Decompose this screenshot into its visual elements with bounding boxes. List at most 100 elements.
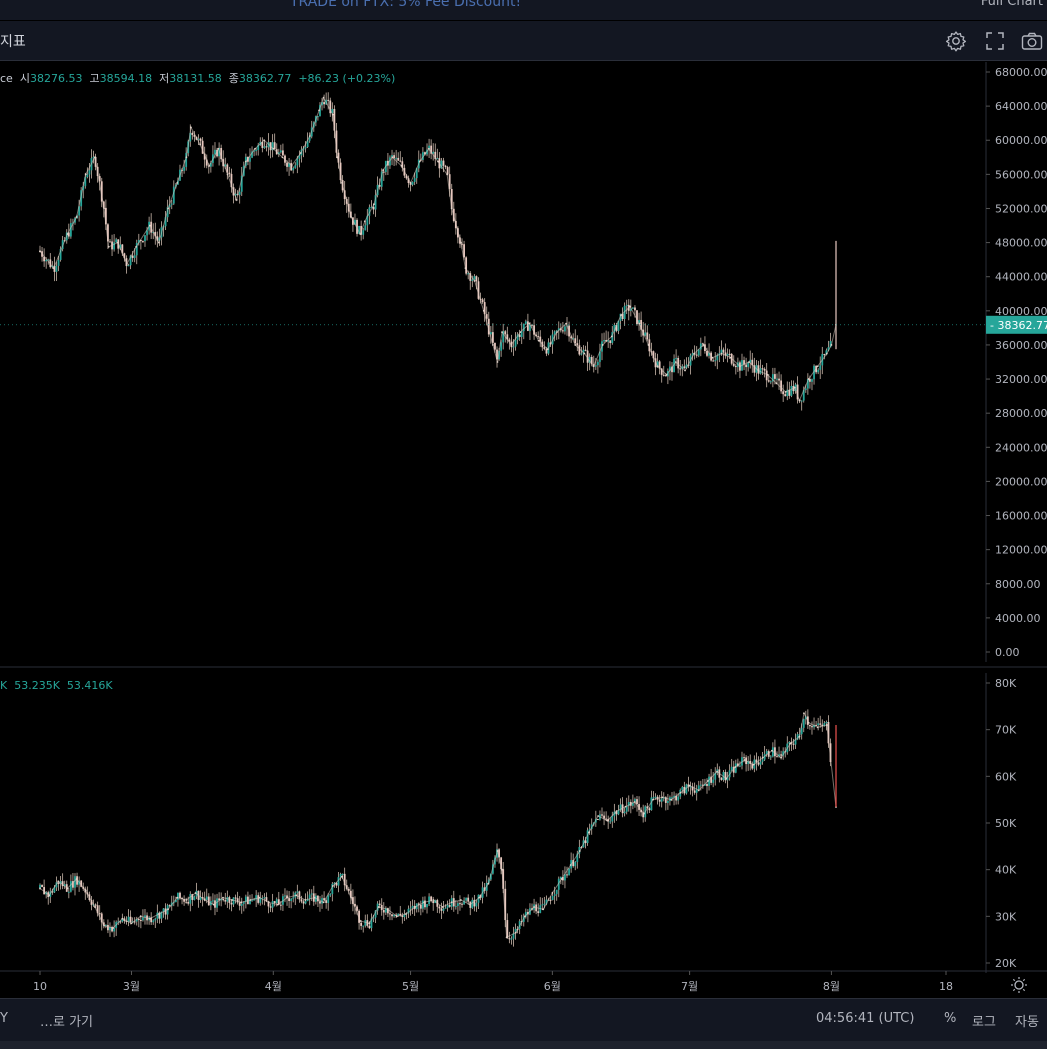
candle-body <box>294 165 297 168</box>
candle-body <box>603 339 605 342</box>
candle-body <box>135 242 138 256</box>
candle-body <box>751 763 754 769</box>
candle-body <box>279 904 282 906</box>
data-point <box>446 173 449 176</box>
data-point <box>588 831 590 834</box>
candle-body <box>387 908 389 914</box>
candle-body <box>259 898 262 903</box>
fullscreen-icon[interactable] <box>983 29 1007 53</box>
candle-body <box>380 171 383 187</box>
promo-link[interactable]: TRADE on FTX: 5% Fee Discount! <box>290 0 522 10</box>
candle-body <box>520 331 523 338</box>
candle-body <box>321 898 323 904</box>
data-point <box>391 156 394 159</box>
candle-body <box>133 255 136 258</box>
candle-body <box>465 897 468 901</box>
candle-body <box>634 799 636 803</box>
candle-body <box>133 921 136 923</box>
candle-body <box>681 786 684 791</box>
candle-body <box>253 150 255 152</box>
candle-body <box>642 812 645 818</box>
chart-area[interactable]: 68000.00 64000.00 60000.00 56000.00 52000.00… <box>0 61 1047 998</box>
candle-body <box>74 876 76 888</box>
candle-body <box>121 918 124 922</box>
log-scale-button[interactable]: 로그 <box>972 1015 996 1030</box>
chart-canvas[interactable]: 68000.00 64000.00 60000.00 56000.00 52000.00… <box>0 61 1047 998</box>
data-point <box>240 901 243 904</box>
data-point <box>322 901 325 904</box>
candle-body <box>339 873 342 878</box>
data-point <box>734 766 737 768</box>
candle-body <box>788 389 791 396</box>
data-point <box>322 96 325 99</box>
data-point <box>665 373 668 376</box>
candle-body <box>648 339 651 352</box>
candle-body <box>537 336 540 338</box>
data-point <box>816 365 819 368</box>
candle-body <box>792 743 795 745</box>
candle-body <box>603 815 605 819</box>
data-point <box>93 906 96 908</box>
data-point <box>560 878 563 880</box>
auto-scale-button[interactable]: 자동 <box>1015 1015 1039 1030</box>
legend-open-value: 38276.53 <box>29 72 83 85</box>
candle-body <box>543 347 546 349</box>
candle-body <box>675 795 678 801</box>
goto-date-button[interactable]: …로 가기 <box>40 1015 94 1030</box>
data-point <box>688 784 691 787</box>
data-point <box>789 742 792 745</box>
candle-body <box>356 219 358 234</box>
candle-body <box>370 206 373 208</box>
axis-settings-icon[interactable] <box>1011 977 1027 993</box>
data-point <box>427 147 430 150</box>
candle-body <box>349 890 352 898</box>
utc-clock[interactable]: 04:56:41 (UTC) <box>816 1011 915 1026</box>
candle-body <box>191 894 194 900</box>
candle-body <box>296 158 299 166</box>
data-point <box>556 331 558 334</box>
candle-body <box>648 808 651 811</box>
full-chart-link[interactable]: Full Chart <box>980 0 1043 9</box>
candle-body <box>306 140 309 147</box>
gear-icon[interactable] <box>944 29 968 53</box>
candle-body <box>273 901 276 904</box>
candle-body <box>119 244 122 249</box>
candle-body <box>337 877 340 886</box>
data-point <box>103 924 105 927</box>
candle-body <box>158 912 161 919</box>
candle-body <box>522 323 525 332</box>
data-point <box>450 207 453 210</box>
data-point <box>331 885 334 887</box>
data-point <box>148 917 151 920</box>
indicator-pane[interactable]: 80K 70K 60K 50K 40K 30K 20K <box>39 673 1017 973</box>
percent-scale-button[interactable]: % <box>944 1011 957 1026</box>
indicators-button[interactable]: 지표 <box>0 34 26 50</box>
candle-body <box>286 162 288 167</box>
candle-body <box>109 241 111 243</box>
x-tick-label: 3월 <box>123 980 140 993</box>
candle-body <box>267 901 270 907</box>
candle-body <box>121 244 124 254</box>
candle-body <box>154 918 157 921</box>
candle-body <box>695 354 698 356</box>
data-point <box>510 344 513 346</box>
candle-body <box>553 894 556 897</box>
candle-body <box>487 318 490 335</box>
candle-body <box>150 917 153 923</box>
candle-body <box>654 358 657 368</box>
candle-body <box>310 893 313 895</box>
candle-body <box>800 727 803 735</box>
camera-icon[interactable] <box>1020 29 1044 53</box>
candle-body <box>146 230 148 236</box>
candle-body <box>156 912 159 919</box>
candle-body <box>164 908 167 915</box>
candle-body <box>329 893 332 896</box>
candle-body <box>761 368 764 370</box>
range-button[interactable]: Y <box>0 1011 8 1026</box>
main-price-pane[interactable]: 68000.00 64000.00 60000.00 56000.00 52000.00… <box>0 62 1047 668</box>
candle-body <box>576 853 579 863</box>
candle-body <box>100 181 103 202</box>
candle-body <box>802 719 805 728</box>
data-point <box>496 850 499 852</box>
candle-body <box>424 152 426 155</box>
